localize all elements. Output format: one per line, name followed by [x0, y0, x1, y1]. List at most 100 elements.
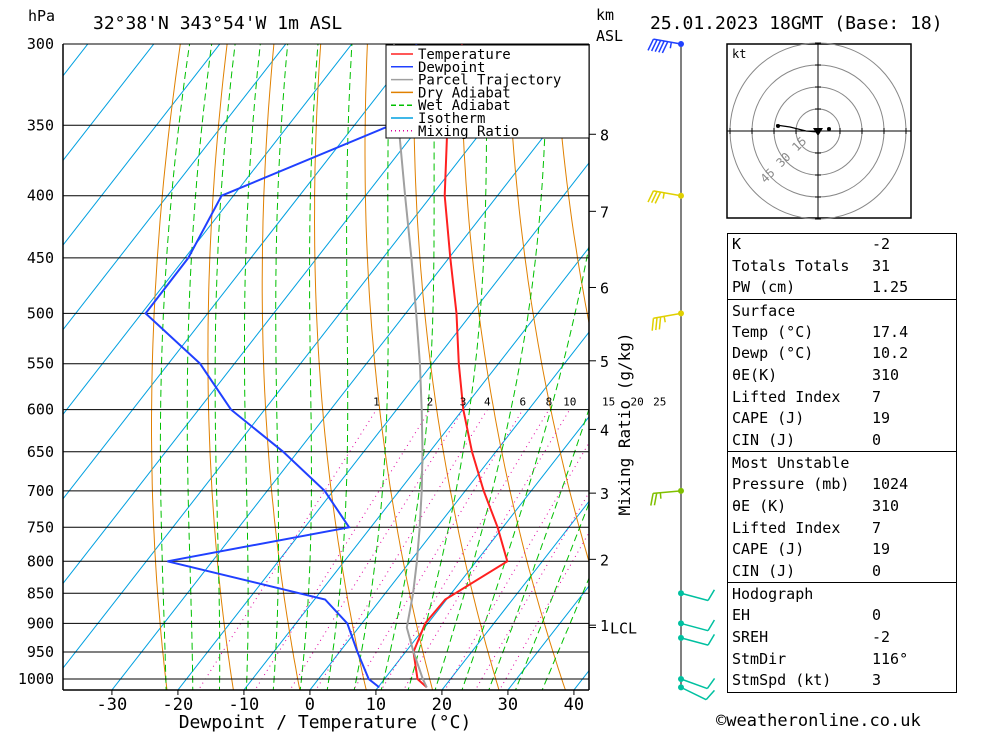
most-unstable-row: θE (K) 310: [728, 496, 956, 518]
surface-label: θE(K): [732, 365, 778, 384]
mixing-ratio-line: [197, 409, 377, 690]
pressure-tick-label: 1000: [18, 670, 54, 688]
hodo-value: 3: [872, 671, 882, 690]
dry-adiabat-line: [460, 44, 566, 690]
mixing-ratio-line: [380, 409, 550, 690]
x-tick-label: 30: [498, 695, 518, 715]
hodo-label: SREH: [732, 627, 769, 646]
isotherm-line: [63, 44, 155, 162]
km-tick-label: 6: [600, 279, 609, 297]
mixing-ratio-label: 1: [373, 396, 380, 409]
legend-entry-label: Isotherm: [418, 111, 485, 127]
pressure-tick-label: 900: [27, 614, 54, 632]
km-tick-label: 2: [600, 551, 609, 569]
x-tick-label: -20: [163, 695, 194, 715]
legend-entry-label: Wet Adiabat: [418, 98, 511, 114]
isotherm-line: [243, 246, 589, 690]
wind-barb-flag: [650, 191, 658, 204]
wet-adiabat-line: [299, 44, 319, 690]
hodograph-point: [827, 127, 831, 131]
pressure-tick-label: 650: [27, 443, 54, 461]
hodograph-unit-label: kt: [732, 47, 746, 61]
surface-value: 10.2: [872, 344, 909, 363]
surface-title: Surface: [732, 301, 796, 320]
wind-barb-half-flag: [662, 192, 665, 199]
wind-barb-shaft: [653, 190, 682, 197]
wet-adiabat-line: [186, 44, 213, 690]
dry-adiabat-line: [313, 44, 367, 690]
most-unstable-row: Pressure (mb) 1024: [728, 474, 956, 496]
pressure-tick-label: 500: [27, 304, 54, 322]
wet-adiabat-line: [326, 44, 353, 690]
wind-barb-flag: [705, 689, 716, 701]
x-tick-label: 40: [564, 695, 584, 715]
hodo-label: StmSpd (kt): [732, 671, 832, 690]
most-unstable-label: Pressure (mb): [732, 475, 850, 494]
mixing-ratio-line: [289, 409, 464, 690]
pw-label: PW (cm): [732, 278, 796, 297]
hodo-value: -2: [872, 627, 891, 646]
legend-entry-label: Dry Adiabat: [418, 85, 511, 101]
pressure-tick-label: 600: [27, 401, 54, 419]
legend-entry-label: Dewpoint: [418, 60, 485, 76]
hpa-unit-label: hPa: [28, 7, 55, 25]
wet-adiabat-line: [461, 243, 589, 690]
wind-barb-flag: [650, 493, 654, 506]
temperature-profile: [412, 44, 509, 689]
wind-barb-half-flag: [663, 316, 666, 323]
dry-adiabat-line: [151, 44, 181, 690]
wet-adiabat-line: [244, 44, 261, 690]
hodo-row: StmSpd (kt) 3: [728, 670, 956, 692]
wind-barb-shaft: [680, 678, 708, 690]
isotherm-line: [309, 331, 589, 690]
isotherm-line: [441, 500, 589, 690]
wind-barb-flag: [650, 39, 658, 52]
most-unstable-row: Lifted Index 7: [728, 518, 956, 540]
hodograph-title: Hodograph: [732, 585, 814, 604]
mixing-ratio-line: [498, 531, 589, 690]
wind-barb-flag: [707, 589, 716, 601]
legend-entry-label: Mixing Ratio: [418, 124, 519, 140]
dry-adiabat-line: [207, 44, 234, 690]
surface-row: θE(K) 310: [728, 365, 956, 387]
wind-barb-flag: [655, 317, 658, 331]
km-tick-label: 7: [600, 203, 609, 221]
surface-value: 7: [872, 387, 882, 406]
dewpoint-profile: [144, 44, 418, 689]
wind-barb-flag: [654, 191, 662, 204]
mixing-ratio-label: 10: [563, 396, 576, 409]
most-unstable-value: 7: [872, 518, 882, 537]
dry-adiabat-line: [553, 44, 589, 326]
km-tick-label: 4: [600, 421, 609, 439]
most-unstable-label: CIN (J): [732, 561, 796, 580]
most-unstable-label: θE (K): [732, 496, 787, 515]
wind-barb-flag: [707, 619, 716, 632]
x-tick-label: -10: [229, 695, 260, 715]
totals-totals-value: 31: [872, 256, 891, 275]
legend-box: [385, 44, 590, 139]
mixing-ratio-label: 15: [602, 396, 615, 409]
hodo-value: 116°: [872, 649, 909, 668]
dry-adiabat-line: [966, 8, 1000, 705]
hodo-label: EH: [732, 606, 751, 625]
wind-barb-flag: [647, 38, 655, 51]
wet-adiabat-line: [272, 44, 289, 690]
surface-value: 310: [872, 365, 900, 384]
pressure-tick-label: 450: [27, 249, 54, 267]
location-label: 32°38'N 343°54'W 1m ASL: [93, 13, 342, 34]
hodo-row: EH 0: [728, 605, 956, 627]
surface-label: Dewp (°C): [732, 344, 814, 363]
k-index-label: K: [732, 235, 742, 253]
x-tick-label: -30: [97, 695, 128, 715]
mixing-ratio-axis-title: Mixing Ratio (g/kg): [615, 332, 634, 515]
isotherm-line: [63, 44, 419, 500]
mixing-ratio-label: 25: [653, 396, 666, 409]
isotherm-line: [63, 44, 287, 331]
totals-totals-label: Totals Totals: [732, 256, 850, 275]
most-unstable-title: Most Unstable: [732, 454, 850, 473]
mixing-ratio-line: [444, 441, 589, 690]
storm-motion-marker: [813, 128, 823, 136]
mixing-ratio-line: [352, 409, 524, 690]
